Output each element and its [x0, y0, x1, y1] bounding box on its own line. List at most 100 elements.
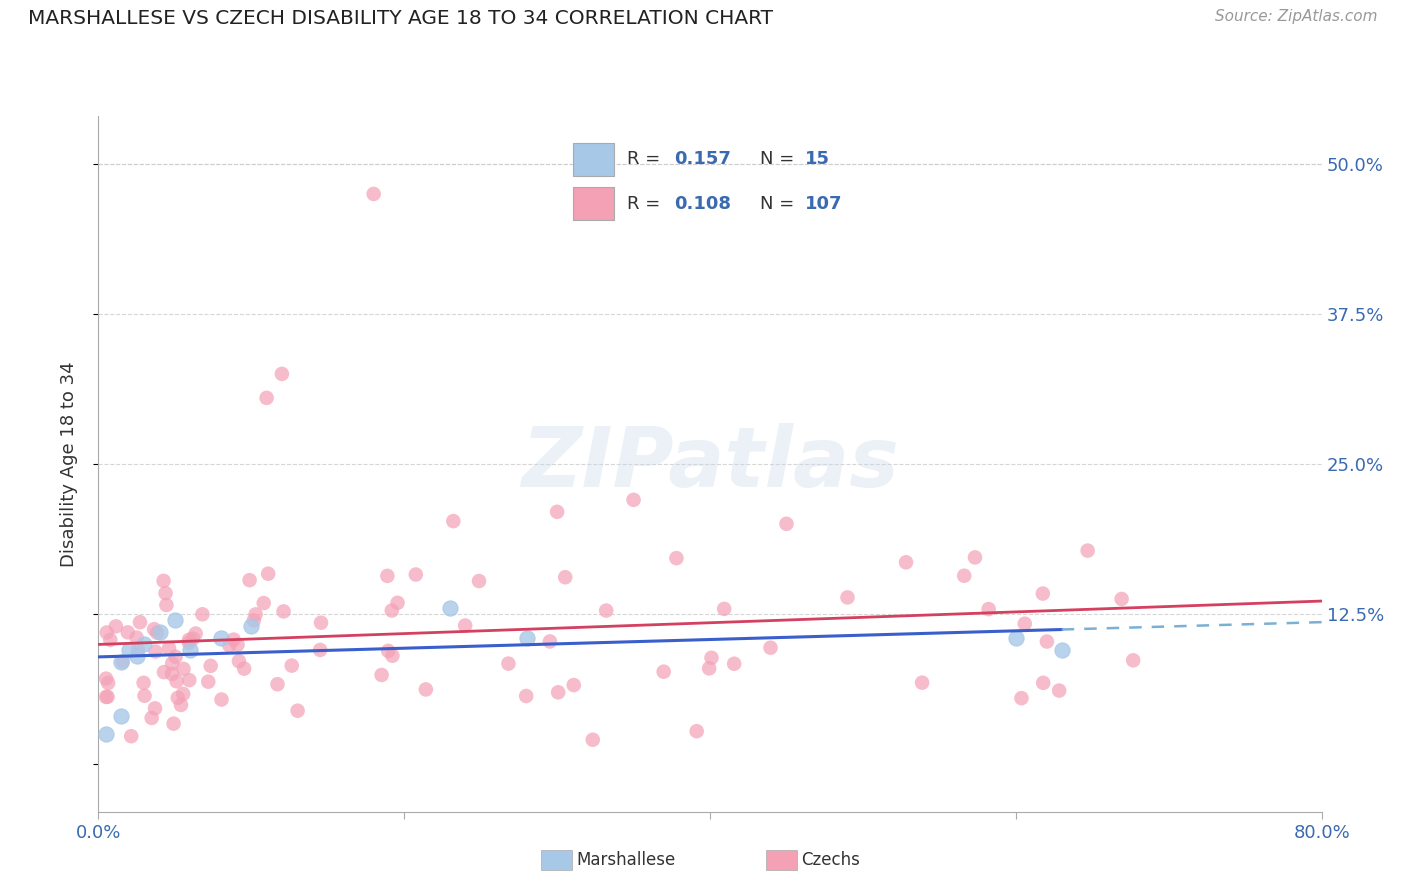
Point [1047, 683, 1070, 698]
Point [132, 675, 155, 690]
Point [129, 615, 152, 630]
Point [170, 698, 193, 712]
Point [1004, 631, 1026, 645]
Point [120, 729, 142, 743]
Point [468, 574, 491, 588]
Point [110, 708, 132, 723]
Point [240, 619, 263, 633]
Point [146, 625, 169, 640]
Point [152, 574, 174, 588]
Point [953, 568, 976, 582]
Point [266, 677, 288, 691]
Point [697, 661, 720, 675]
Point [713, 602, 735, 616]
Point [149, 624, 172, 639]
Text: R =: R = [627, 151, 666, 169]
Point [184, 626, 207, 640]
Point [1036, 634, 1059, 648]
Point [125, 631, 148, 645]
Point [104, 619, 127, 633]
Point [977, 602, 1000, 616]
Point [153, 665, 176, 679]
Point [1111, 591, 1133, 606]
Point [200, 658, 222, 673]
Point [963, 550, 986, 565]
Point [233, 662, 256, 676]
Point [162, 716, 184, 731]
Point [181, 632, 204, 646]
Text: N =: N = [761, 194, 800, 213]
Point [209, 631, 232, 645]
Point [172, 662, 194, 676]
Point [911, 675, 934, 690]
Text: MARSHALLESE VS CZECH DISABILITY AGE 18 TO 34 CORRELATION CHART: MARSHALLESE VS CZECH DISABILITY AGE 18 T… [28, 9, 773, 28]
Point [595, 603, 617, 617]
Y-axis label: Disability Age 18 to 34: Disability Age 18 to 34 [59, 361, 77, 566]
Point [177, 632, 200, 647]
Point [377, 644, 399, 658]
Point [441, 514, 464, 528]
Point [110, 655, 132, 669]
Point [191, 607, 214, 622]
Point [222, 632, 245, 647]
Point [97, 690, 120, 704]
Point [686, 724, 709, 739]
Point [228, 654, 250, 668]
Point [723, 657, 745, 671]
Point [287, 704, 309, 718]
Point [125, 648, 148, 663]
Point [127, 642, 149, 657]
Point [218, 639, 240, 653]
Point [253, 596, 276, 610]
Point [243, 614, 266, 628]
Point [143, 701, 166, 715]
Point [143, 622, 166, 636]
Text: ZIPatlas: ZIPatlas [522, 424, 898, 504]
Point [257, 566, 280, 581]
Point [623, 492, 645, 507]
Point [665, 551, 688, 566]
Point [172, 687, 194, 701]
Text: R =: R = [627, 194, 666, 213]
Point [1011, 691, 1033, 706]
Point [381, 648, 404, 663]
Point [179, 642, 201, 657]
Point [157, 641, 180, 656]
Point [280, 658, 302, 673]
Point [775, 516, 797, 531]
Point [163, 613, 186, 627]
Point [134, 689, 156, 703]
Point [166, 674, 188, 689]
Point [309, 643, 332, 657]
Point [98, 632, 121, 647]
Point [547, 685, 569, 699]
Point [405, 567, 427, 582]
Point [141, 711, 163, 725]
Point [516, 631, 538, 645]
Point [309, 615, 332, 630]
Text: 107: 107 [806, 194, 842, 213]
Point [118, 642, 141, 657]
Point [211, 692, 233, 706]
Text: Source: ZipAtlas.com: Source: ZipAtlas.com [1215, 9, 1378, 24]
Point [97, 676, 120, 690]
Point [245, 607, 267, 622]
Point [554, 570, 576, 584]
Point [96, 625, 118, 640]
Text: 15: 15 [806, 151, 830, 169]
Point [270, 367, 292, 381]
Point [160, 657, 183, 671]
Point [226, 638, 249, 652]
Point [498, 657, 520, 671]
Point [165, 649, 187, 664]
Point [94, 690, 117, 704]
Point [837, 591, 859, 605]
Point [1077, 543, 1099, 558]
Text: 0.157: 0.157 [675, 151, 731, 169]
Point [166, 690, 188, 705]
Point [370, 668, 392, 682]
Text: Czechs: Czechs [801, 851, 860, 869]
Point [381, 603, 404, 617]
Point [387, 596, 409, 610]
Point [652, 665, 675, 679]
